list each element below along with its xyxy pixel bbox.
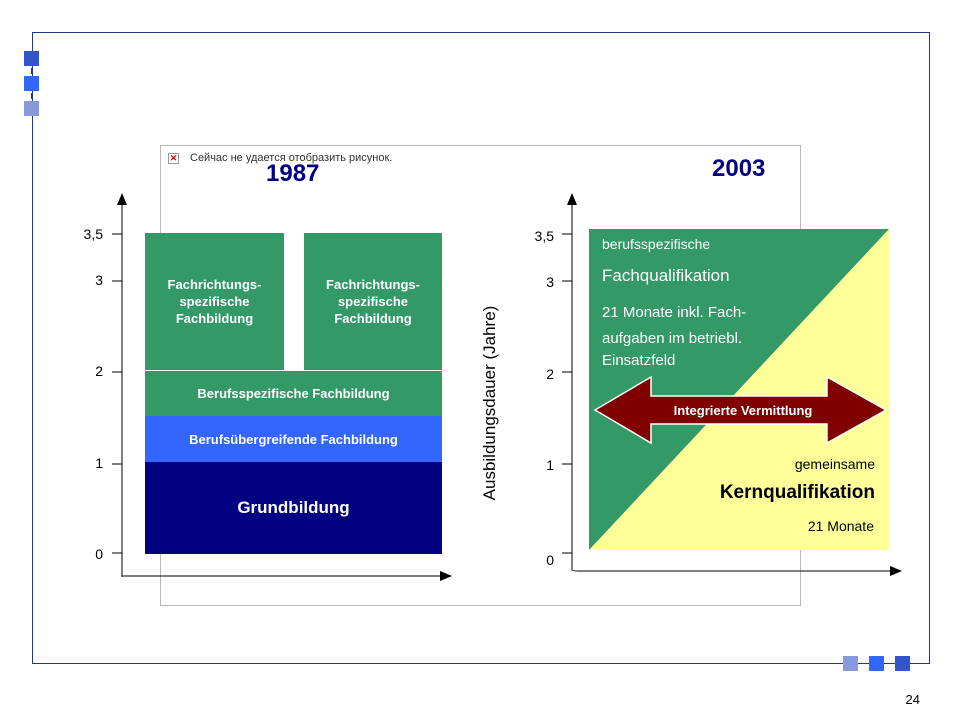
qualification-diagram: [589, 229, 889, 550]
right-tick-3: 3: [546, 274, 554, 290]
deco-square-6: [895, 656, 910, 671]
placeholder-text: Сейчас не удается отобразить рисунок.: [190, 152, 393, 164]
right-axes: [562, 193, 902, 576]
deco-dash-1: [31, 68, 32, 74]
deco-square-4: [843, 656, 858, 671]
left-tick-3: 3: [95, 272, 103, 288]
block-berufsuebergreifend: Berufsübergreifende Fachbildung: [145, 416, 442, 462]
right-tick-1: 1: [546, 457, 554, 473]
slide-title: Neuordnung der Industriellen Elektroberu…: [82, 44, 601, 72]
lower-text-3: 21 Monate: [807, 518, 874, 534]
right-tick-3-5: 3,5: [534, 228, 554, 244]
upper-text-2: Fachqualifikation: [602, 266, 730, 285]
deco-square-3: [24, 101, 39, 116]
block-fachrichtung-1: Fachrichtungs- spezifische Fachbildung: [145, 233, 284, 370]
left-tick-1: 1: [95, 455, 103, 471]
deco-dash-4: [887, 663, 893, 664]
upper-text-1: berufsspezifische: [602, 236, 711, 252]
lower-text-2: Kernqualifikation: [719, 482, 875, 503]
kernqualifikation-area: [589, 229, 889, 550]
lower-text-1: gemeinsame: [794, 456, 875, 472]
left-tick-3-5: 3,5: [83, 226, 103, 242]
block-fachrichtung-2: Fachrichtungs- spezifische Fachbildung: [304, 233, 442, 370]
double-arrow: [593, 375, 888, 445]
deco-square-2: [24, 76, 39, 91]
header-band: [33, 40, 929, 116]
upper-text-5: Einsatzfeld: [602, 352, 676, 369]
left-tick-2: 2: [95, 363, 103, 379]
right-tick-2: 2: [546, 366, 554, 382]
year-2003: 2003: [712, 155, 766, 182]
left-tick-0: 0: [95, 546, 103, 562]
upper-text-4: aufgaben im betriebl.: [602, 330, 743, 347]
deco-square-1: [24, 51, 39, 66]
axis-title-ausbildungsdauer: Ausbildungsdauer (Jahre): [480, 305, 499, 501]
deco-dash-2: [31, 93, 32, 99]
frame-top-line: [32, 32, 930, 33]
upper-text-3: 21 Monate inkl. Fach-: [602, 304, 747, 321]
left-axes: [112, 193, 452, 581]
frame-right-line: [929, 32, 930, 664]
year-1987: 1987: [266, 160, 320, 187]
image-placeholder: ✕ Сейчас не удается отобразить рисунок.: [165, 150, 397, 170]
broken-image-icon: ✕: [168, 153, 179, 164]
frame-bottom-line: [32, 663, 930, 664]
page-number: 24: [905, 692, 920, 707]
slide-subtitle: Vergleich der Ausbildungsstrukturen: [82, 84, 398, 104]
block-berufsspezifisch: Berufsspezifische Fachbildung: [145, 370, 442, 416]
deco-dash-3: [861, 663, 867, 664]
block-grundbildung: Grundbildung: [145, 462, 442, 554]
frame-left-line: [32, 32, 33, 664]
deco-square-5: [869, 656, 884, 671]
right-tick-0: 0: [546, 552, 554, 568]
arrow-label: Integrierte Vermittlung: [673, 403, 813, 418]
